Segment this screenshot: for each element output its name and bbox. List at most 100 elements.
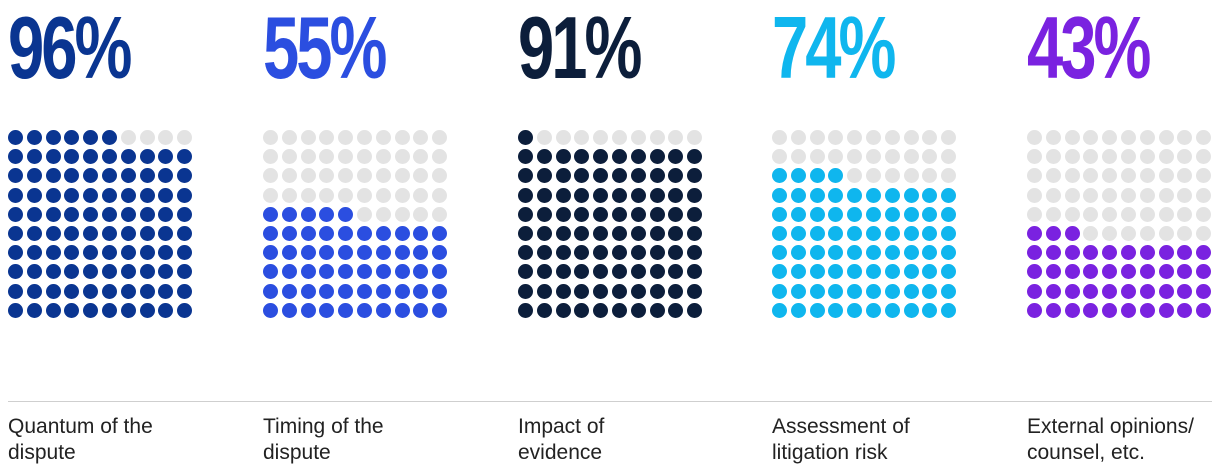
filled-dot (8, 187, 23, 203)
filled-dot (338, 206, 354, 222)
filled-dot (101, 225, 117, 241)
filled-dot (687, 264, 703, 280)
filled-dot (1177, 283, 1193, 299)
filled-dot (432, 283, 448, 299)
filled-dot (809, 283, 825, 299)
filled-dot (300, 302, 316, 318)
filled-dot (120, 206, 136, 222)
filled-dot (1158, 264, 1174, 280)
filled-dot (555, 187, 571, 203)
filled-dot (1177, 245, 1193, 261)
filled-dot (865, 264, 881, 280)
filled-dot (177, 168, 193, 184)
empty-dot (413, 187, 429, 203)
empty-dot (338, 168, 354, 184)
filled-dot (158, 168, 174, 184)
empty-dot (356, 187, 372, 203)
empty-dot (413, 149, 429, 165)
filled-dot (1158, 302, 1174, 318)
filled-dot (394, 264, 410, 280)
empty-dot (375, 130, 391, 145)
filled-dot (922, 206, 938, 222)
filled-dot (536, 264, 552, 280)
filled-dot (83, 149, 99, 165)
filled-dot (319, 302, 335, 318)
filled-dot (941, 283, 957, 299)
filled-dot (26, 206, 42, 222)
filled-dot (555, 206, 571, 222)
filled-dot (630, 225, 646, 241)
filled-dot (139, 245, 155, 261)
filled-dot (263, 283, 278, 299)
empty-dot (1139, 206, 1155, 222)
filled-dot (319, 225, 335, 241)
filled-dot (574, 302, 590, 318)
empty-dot (281, 149, 297, 165)
empty-dot (1139, 130, 1155, 145)
empty-dot (772, 130, 787, 145)
filled-dot (847, 187, 863, 203)
empty-dot (1177, 168, 1193, 184)
empty-dot (649, 130, 665, 145)
empty-dot (1177, 187, 1193, 203)
filled-dot (375, 302, 391, 318)
filled-dot (574, 245, 590, 261)
filled-dot (687, 168, 703, 184)
filled-dot (263, 302, 278, 318)
filled-dot (668, 206, 684, 222)
filled-dot (432, 225, 448, 241)
filled-dot (687, 149, 703, 165)
filled-dot (64, 264, 80, 280)
empty-dot (865, 149, 881, 165)
filled-dot (83, 283, 99, 299)
filled-dot (101, 168, 117, 184)
filled-dot (300, 206, 316, 222)
filled-dot (83, 302, 99, 318)
filled-dot (772, 187, 787, 203)
empty-dot (1196, 168, 1212, 184)
filled-dot (790, 264, 806, 280)
filled-dot (1064, 302, 1080, 318)
filled-dot (263, 206, 278, 222)
filled-dot (1083, 245, 1099, 261)
filled-dot (26, 283, 42, 299)
empty-dot (1083, 187, 1099, 203)
filled-dot (83, 264, 99, 280)
filled-dot (8, 149, 23, 165)
filled-dot (64, 130, 80, 145)
empty-dot (1064, 187, 1080, 203)
empty-dot (630, 130, 646, 145)
filled-dot (941, 225, 957, 241)
filled-dot (884, 245, 900, 261)
filled-dot (26, 187, 42, 203)
divider-line (8, 401, 1212, 402)
filled-dot (536, 149, 552, 165)
filled-dot (611, 225, 627, 241)
empty-dot (263, 168, 278, 184)
filled-dot (847, 245, 863, 261)
empty-dot (1027, 168, 1042, 184)
filled-dot (772, 302, 787, 318)
empty-dot (922, 130, 938, 145)
filled-dot (64, 168, 80, 184)
filled-dot (158, 283, 174, 299)
filled-dot (903, 264, 919, 280)
empty-dot (1177, 130, 1193, 145)
filled-dot (26, 149, 42, 165)
empty-dot (1102, 206, 1118, 222)
empty-dot (790, 149, 806, 165)
empty-dot (356, 130, 372, 145)
empty-dot (432, 149, 448, 165)
empty-dot (1083, 206, 1099, 222)
empty-dot (1102, 149, 1118, 165)
empty-dot (1045, 168, 1061, 184)
filled-dot (120, 168, 136, 184)
filled-dot (158, 225, 174, 241)
filled-dot (668, 283, 684, 299)
filled-dot (101, 245, 117, 261)
filled-dot (139, 302, 155, 318)
empty-dot (1139, 187, 1155, 203)
empty-dot (809, 130, 825, 145)
filled-dot (158, 245, 174, 261)
filled-dot (574, 225, 590, 241)
